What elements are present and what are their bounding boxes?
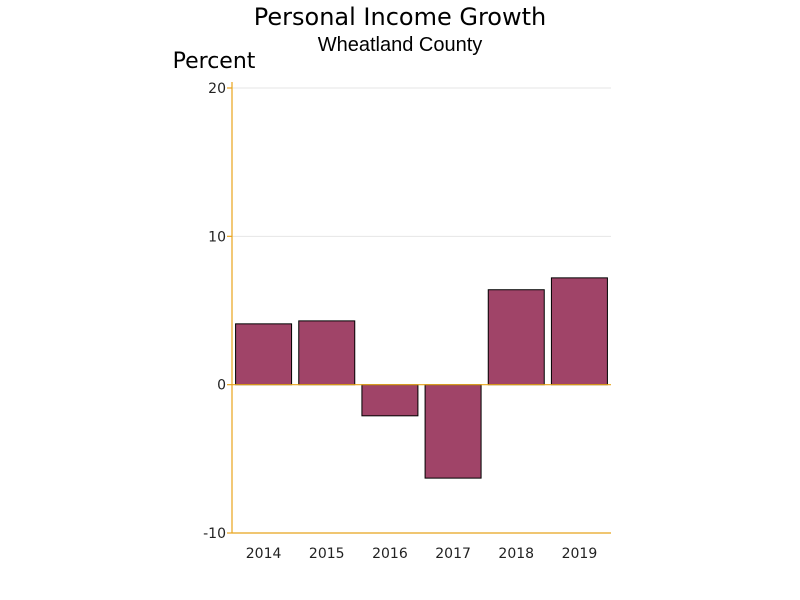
x-tick-label: 2019 <box>562 546 598 562</box>
bar-2019 <box>550 277 608 386</box>
y-ticks: -10 0 10 20 <box>203 81 232 542</box>
chart-title: Personal Income Growth <box>254 3 546 31</box>
y-tick-label: 0 <box>217 378 226 394</box>
y-tick-label: 20 <box>208 81 226 97</box>
y-tick-label: 10 <box>208 229 226 245</box>
bars <box>235 277 608 479</box>
bar-2017 <box>424 384 482 479</box>
x-tick-label: 2014 <box>246 546 282 562</box>
y-tick-label: -10 <box>203 526 226 542</box>
axes <box>231 82 611 534</box>
x-tick-label: 2018 <box>498 546 534 562</box>
bar-2015 <box>298 320 356 386</box>
x-ticks: 2014 2015 2016 2017 2018 2019 <box>246 546 597 562</box>
x-tick-label: 2017 <box>435 546 471 562</box>
bar-2014 <box>235 323 293 386</box>
x-tick-label: 2015 <box>309 546 345 562</box>
gridlines <box>232 87 611 237</box>
chart-subtitle: Wheatland County <box>318 34 483 56</box>
y-axis-label: Percent <box>173 49 256 74</box>
bar-2018 <box>487 289 545 386</box>
x-tick-label: 2016 <box>372 546 408 562</box>
bar-2016 <box>361 384 419 417</box>
